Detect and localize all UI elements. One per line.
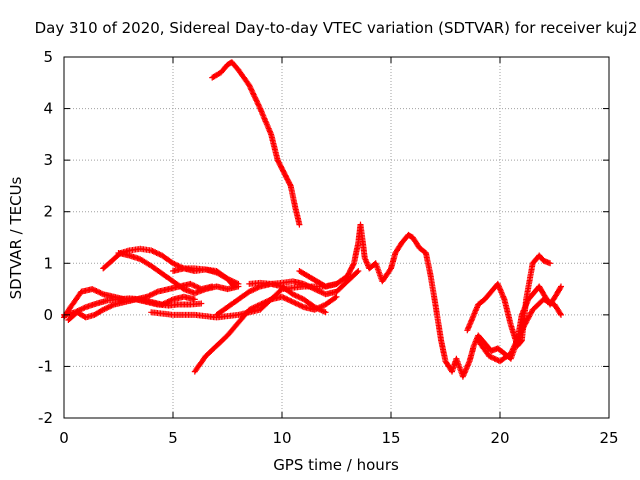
data-points: [61, 59, 564, 380]
tick-labels: 0 5 10 15 20 25 -2 -1 0 1 2 3 4 5: [38, 48, 619, 447]
series-arc-11: [246, 268, 362, 298]
y-tick-label: 2: [43, 203, 53, 221]
y-tick-label: 1: [43, 254, 53, 272]
x-tick-label: 0: [59, 429, 69, 447]
series-arc-7: [209, 59, 303, 228]
y-tick-label: 0: [43, 306, 53, 324]
y-axis-label: SDTVAR / TECUs: [7, 176, 25, 299]
y-tick-label: -1: [38, 357, 53, 375]
x-axis-label: GPS time / hours: [273, 456, 399, 474]
x-tick-label: 25: [599, 429, 618, 447]
y-tick-label: 3: [43, 151, 53, 169]
series-markers: [209, 59, 303, 228]
x-tick-label: 10: [272, 429, 291, 447]
ticks: [63, 56, 610, 419]
series-arc-14: [475, 296, 564, 365]
series-markers: [170, 265, 242, 287]
x-tick-label: 5: [168, 429, 178, 447]
grid: [64, 57, 609, 418]
x-tick-label: 20: [490, 429, 509, 447]
y-tick-label: -2: [38, 409, 53, 427]
series-arc-6: [170, 265, 242, 287]
series-markers: [464, 252, 554, 349]
chart-title: Day 310 of 2020, Sidereal Day-to-day VTE…: [35, 19, 638, 37]
series-arc-5: [115, 250, 242, 297]
series-arc-13: [464, 252, 554, 349]
plot-frame: [63, 56, 610, 419]
x-tick-label: 15: [381, 429, 400, 447]
series-markers: [246, 268, 362, 298]
y-tick-label: 4: [43, 100, 53, 118]
y-tick-label: 5: [43, 48, 53, 66]
series-markers: [115, 250, 242, 297]
series-markers: [475, 296, 564, 365]
